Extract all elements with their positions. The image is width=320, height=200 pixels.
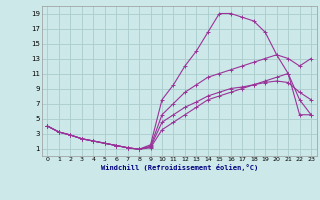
X-axis label: Windchill (Refroidissement éolien,°C): Windchill (Refroidissement éolien,°C) — [100, 164, 258, 171]
